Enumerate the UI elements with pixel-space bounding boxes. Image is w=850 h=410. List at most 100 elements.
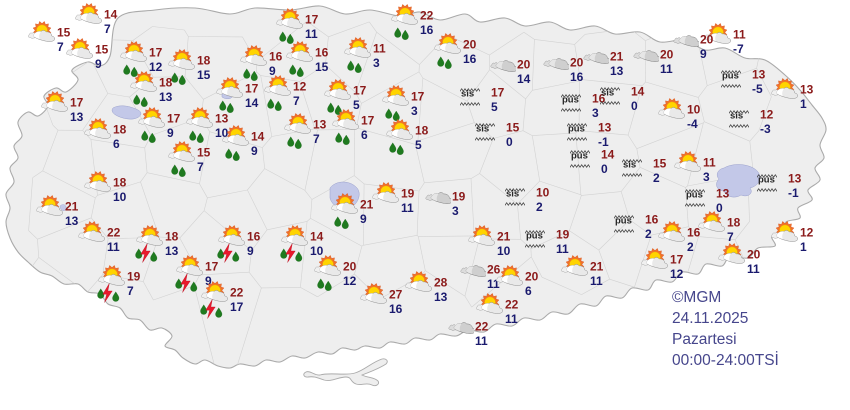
svg-text:17: 17 <box>70 96 84 110</box>
svg-text:9: 9 <box>251 144 258 158</box>
svg-text:3: 3 <box>452 204 459 218</box>
svg-text:11: 11 <box>660 62 673 76</box>
svg-text:pus: pus <box>571 151 588 162</box>
svg-text:16: 16 <box>687 226 701 240</box>
svg-text:6: 6 <box>361 128 368 142</box>
svg-text:13: 13 <box>716 187 730 201</box>
svg-text:pus: pus <box>568 124 585 135</box>
svg-text:9: 9 <box>700 47 707 61</box>
svg-text:16: 16 <box>269 50 283 64</box>
svg-text:7: 7 <box>127 284 134 298</box>
svg-text:14: 14 <box>245 96 259 110</box>
svg-text:9: 9 <box>95 57 102 71</box>
svg-text:21: 21 <box>610 50 624 64</box>
svg-text:12: 12 <box>760 108 774 122</box>
svg-text:9: 9 <box>269 64 276 78</box>
svg-text:19: 19 <box>556 228 570 242</box>
svg-text:20: 20 <box>463 38 477 52</box>
svg-text:10: 10 <box>497 244 511 258</box>
svg-text:9: 9 <box>360 212 367 226</box>
svg-text:26: 26 <box>487 263 501 277</box>
svg-text:27: 27 <box>389 288 403 302</box>
svg-text:5: 5 <box>491 100 498 114</box>
svg-text:0: 0 <box>716 201 723 215</box>
svg-text:12: 12 <box>800 226 814 240</box>
svg-text:15: 15 <box>506 121 520 135</box>
svg-text:3: 3 <box>373 56 380 70</box>
svg-text:14: 14 <box>631 85 645 99</box>
svg-text:11: 11 <box>475 334 488 348</box>
svg-text:6: 6 <box>113 137 120 151</box>
svg-text:15: 15 <box>315 60 329 74</box>
svg-text:sis: sis <box>601 88 614 99</box>
svg-text:10: 10 <box>113 190 127 204</box>
svg-text:14: 14 <box>310 230 324 244</box>
svg-text:15: 15 <box>653 157 667 171</box>
svg-text:pus: pus <box>722 71 739 82</box>
svg-text:10: 10 <box>310 244 324 258</box>
svg-text:9: 9 <box>167 126 174 140</box>
svg-text:20: 20 <box>517 58 531 72</box>
svg-text:2: 2 <box>653 171 660 185</box>
svg-text:7: 7 <box>293 94 300 108</box>
svg-text:20: 20 <box>660 48 674 62</box>
svg-text:14: 14 <box>601 148 615 162</box>
svg-text:7: 7 <box>313 132 320 146</box>
svg-text:3: 3 <box>703 170 710 184</box>
svg-text:-1: -1 <box>788 186 799 200</box>
svg-text:7: 7 <box>727 230 734 244</box>
svg-text:1: 1 <box>800 97 807 111</box>
svg-text:19: 19 <box>452 190 466 204</box>
svg-text:16: 16 <box>570 70 584 84</box>
svg-text:12: 12 <box>149 60 163 74</box>
svg-text:sis: sis <box>461 89 474 100</box>
svg-text:2: 2 <box>687 240 694 254</box>
svg-text:17: 17 <box>230 300 244 314</box>
svg-text:20: 20 <box>525 270 539 284</box>
svg-text:11: 11 <box>733 28 746 42</box>
svg-text:18: 18 <box>159 76 173 90</box>
svg-text:18: 18 <box>415 124 429 138</box>
svg-text:20: 20 <box>570 56 584 70</box>
svg-text:13: 13 <box>788 172 802 186</box>
svg-text:10: 10 <box>687 103 701 117</box>
svg-text:7: 7 <box>197 160 204 174</box>
svg-text:2: 2 <box>536 200 543 214</box>
svg-text:11: 11 <box>590 274 603 288</box>
svg-text:17: 17 <box>149 46 163 60</box>
svg-text:16: 16 <box>420 23 434 37</box>
svg-text:15: 15 <box>197 68 211 82</box>
svg-text:18: 18 <box>113 123 127 137</box>
svg-text:17: 17 <box>245 82 259 96</box>
svg-text:12: 12 <box>293 80 307 94</box>
svg-text:21: 21 <box>65 200 79 214</box>
svg-text:20: 20 <box>343 260 357 274</box>
svg-text:-7: -7 <box>733 42 744 56</box>
svg-text:13: 13 <box>65 214 79 228</box>
svg-text:2: 2 <box>645 227 652 241</box>
svg-text:13: 13 <box>800 83 814 97</box>
svg-text:18: 18 <box>727 216 741 230</box>
svg-text:pus: pus <box>686 190 703 201</box>
svg-text:13: 13 <box>70 110 84 124</box>
svg-text:15: 15 <box>57 26 71 40</box>
svg-text:11: 11 <box>703 156 716 170</box>
svg-text:sis: sis <box>476 124 489 135</box>
svg-text:14: 14 <box>517 72 531 86</box>
svg-text:13: 13 <box>434 290 448 304</box>
svg-text:17: 17 <box>491 86 505 100</box>
svg-text:21: 21 <box>590 260 604 274</box>
svg-text:12: 12 <box>343 274 357 288</box>
svg-text:16: 16 <box>315 46 329 60</box>
svg-text:1: 1 <box>800 240 807 254</box>
svg-text:17: 17 <box>411 90 425 104</box>
svg-text:sis: sis <box>506 189 519 200</box>
svg-text:22: 22 <box>505 298 519 312</box>
svg-text:18: 18 <box>165 230 179 244</box>
svg-text:19: 19 <box>401 187 415 201</box>
svg-text:9: 9 <box>247 244 254 258</box>
svg-text:21: 21 <box>360 198 374 212</box>
svg-text:14: 14 <box>104 8 118 22</box>
svg-text:14: 14 <box>251 130 265 144</box>
svg-text:pus: pus <box>615 216 632 227</box>
